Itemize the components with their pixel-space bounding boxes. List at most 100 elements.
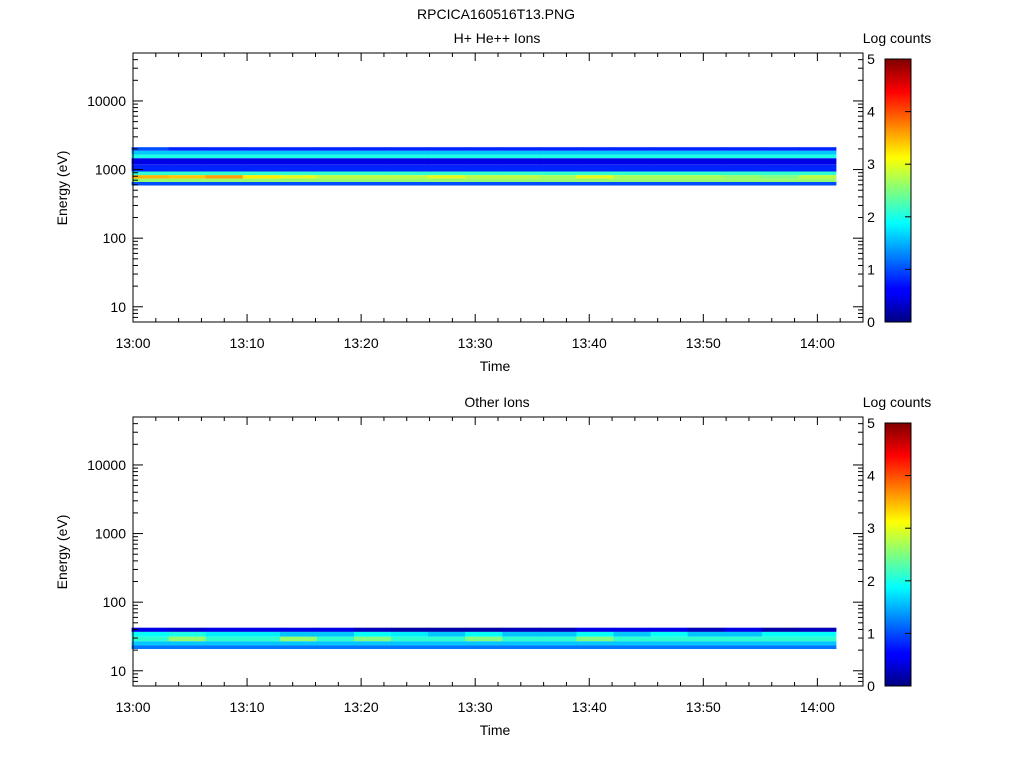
heatmap-cell <box>168 636 207 642</box>
heatmap-cell <box>391 175 429 179</box>
heatmap-cell <box>613 158 652 165</box>
heatmap-cell <box>724 158 763 165</box>
heatmap-cell <box>205 636 244 642</box>
x-tick-label: 13:00 <box>115 699 150 715</box>
heatmap-cell <box>316 147 355 151</box>
heatmap-cell <box>428 158 466 165</box>
y-tick-label: 10 <box>110 299 126 315</box>
heatmap-cell <box>316 636 355 642</box>
heatmap-cell <box>428 636 466 642</box>
panel-1-frame <box>132 52 864 323</box>
heatmap-cell <box>354 178 392 182</box>
heatmap-cell <box>131 182 170 186</box>
heatmap-cell <box>354 171 392 176</box>
y-tick-label: 10000 <box>87 457 126 473</box>
heatmap-cell <box>613 147 652 151</box>
heatmap-cell <box>761 641 800 646</box>
heatmap-cell <box>576 175 614 179</box>
heatmap-cell <box>650 150 689 155</box>
heatmap-cell <box>650 154 689 159</box>
heatmap-cell <box>465 182 503 186</box>
heatmap-cell <box>576 645 614 649</box>
heatmap-cell <box>391 645 429 649</box>
x-tick-label: 13:50 <box>686 335 721 351</box>
panel-other-ions: Other Ions 13:00 13:10 13:20 13:30 13:40 13:5… <box>54 394 864 738</box>
heatmap-cell <box>539 158 577 165</box>
heatmap-cell <box>316 171 355 176</box>
colorbar-tick-label: 1 <box>867 261 875 277</box>
heatmap-cell <box>354 645 392 649</box>
heatmap-cell <box>576 158 614 165</box>
heatmap-cell <box>242 627 281 632</box>
heatmap-cell <box>798 150 837 155</box>
heatmap-cell <box>279 641 318 646</box>
heatmap-cell <box>168 147 207 151</box>
heatmap-cell <box>316 154 355 159</box>
x-tick-label: 13:00 <box>115 335 150 351</box>
heatmap-cell <box>205 182 244 186</box>
heatmap-cell <box>761 171 800 176</box>
heatmap-cell <box>242 645 281 649</box>
heatmap-cell <box>316 182 355 186</box>
heatmap-cell <box>279 645 318 649</box>
heatmap-cell <box>613 150 652 155</box>
colorbar-tick-label: 0 <box>867 314 875 330</box>
heatmap-cell <box>428 164 466 172</box>
heatmap-cell <box>205 645 244 649</box>
heatmap-cell <box>502 164 540 172</box>
heatmap-cell <box>391 164 429 172</box>
heatmap-cell <box>316 645 355 649</box>
x-tick-label: 13:10 <box>230 699 265 715</box>
heatmap-cell <box>539 164 577 172</box>
heatmap-cell <box>279 175 318 179</box>
heatmap-cell <box>761 147 800 151</box>
heatmap-cell <box>279 627 318 632</box>
heatmap-cell <box>576 636 614 642</box>
heatmap-cell <box>613 154 652 159</box>
heatmap-cell <box>354 164 392 172</box>
panel-1-colorbar: Log counts 0 1 2 3 4 5 <box>863 30 932 330</box>
heatmap-cell <box>354 627 392 632</box>
heatmap-cell <box>539 147 577 151</box>
heatmap-cell <box>354 641 392 646</box>
heatmap-cell <box>354 150 392 155</box>
y-tick-label: 100 <box>103 594 127 610</box>
heatmap-cell <box>131 164 170 172</box>
panel-2-colorbar: Log counts 0 1 2 3 4 5 <box>863 394 932 694</box>
heatmap-cell <box>687 171 726 176</box>
heatmap-cell <box>502 175 540 179</box>
heatmap-cell <box>576 641 614 646</box>
heatmap-cell <box>242 171 281 176</box>
heatmap-cell <box>279 154 318 159</box>
heatmap-cell <box>242 182 281 186</box>
heatmap-cell <box>428 171 466 176</box>
heatmap-cell <box>131 150 170 155</box>
heatmap-cell <box>539 182 577 186</box>
heatmap-cell <box>724 164 763 172</box>
x-tick-label: 13:50 <box>686 699 721 715</box>
heatmap-cell <box>502 631 540 637</box>
heatmap-cell <box>613 627 652 632</box>
heatmap-cell <box>428 627 466 632</box>
heatmap-cell <box>724 645 763 649</box>
heatmap-cell <box>798 178 837 182</box>
heatmap-cell <box>428 631 466 637</box>
heatmap-cell <box>242 641 281 646</box>
heatmap-cell <box>391 636 429 642</box>
panel-h-he-ions: H+ He++ Ions 13:00 13:10 13:20 13:30 13:40 13… <box>54 30 864 374</box>
heatmap-cell <box>391 150 429 155</box>
heatmap-cell <box>205 147 244 151</box>
heatmap-cell <box>354 175 392 179</box>
heatmap-cell <box>687 631 726 637</box>
heatmap-cell <box>354 154 392 159</box>
heatmap-cell <box>539 154 577 159</box>
panel-1-ticks: 13:00 13:10 13:20 13:30 13:40 13:50 14:00 10 100… <box>87 52 864 351</box>
heatmap-cell <box>465 641 503 646</box>
heatmap-cell <box>168 631 207 637</box>
heatmap-cell <box>502 636 540 642</box>
heatmap-cell <box>168 175 207 179</box>
panel-1-colorbar-label: Log counts <box>863 30 932 46</box>
heatmap-cell <box>168 627 207 632</box>
heatmap-cell <box>242 150 281 155</box>
heatmap-cell <box>391 641 429 646</box>
